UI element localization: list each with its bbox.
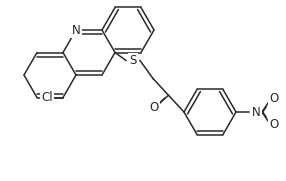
Text: N: N [72,24,80,37]
Text: Cl: Cl [41,91,53,104]
Text: S: S [129,54,137,67]
Text: O: O [150,101,159,114]
Text: O: O [269,119,279,132]
Text: N: N [252,106,260,119]
Text: O: O [269,92,279,106]
